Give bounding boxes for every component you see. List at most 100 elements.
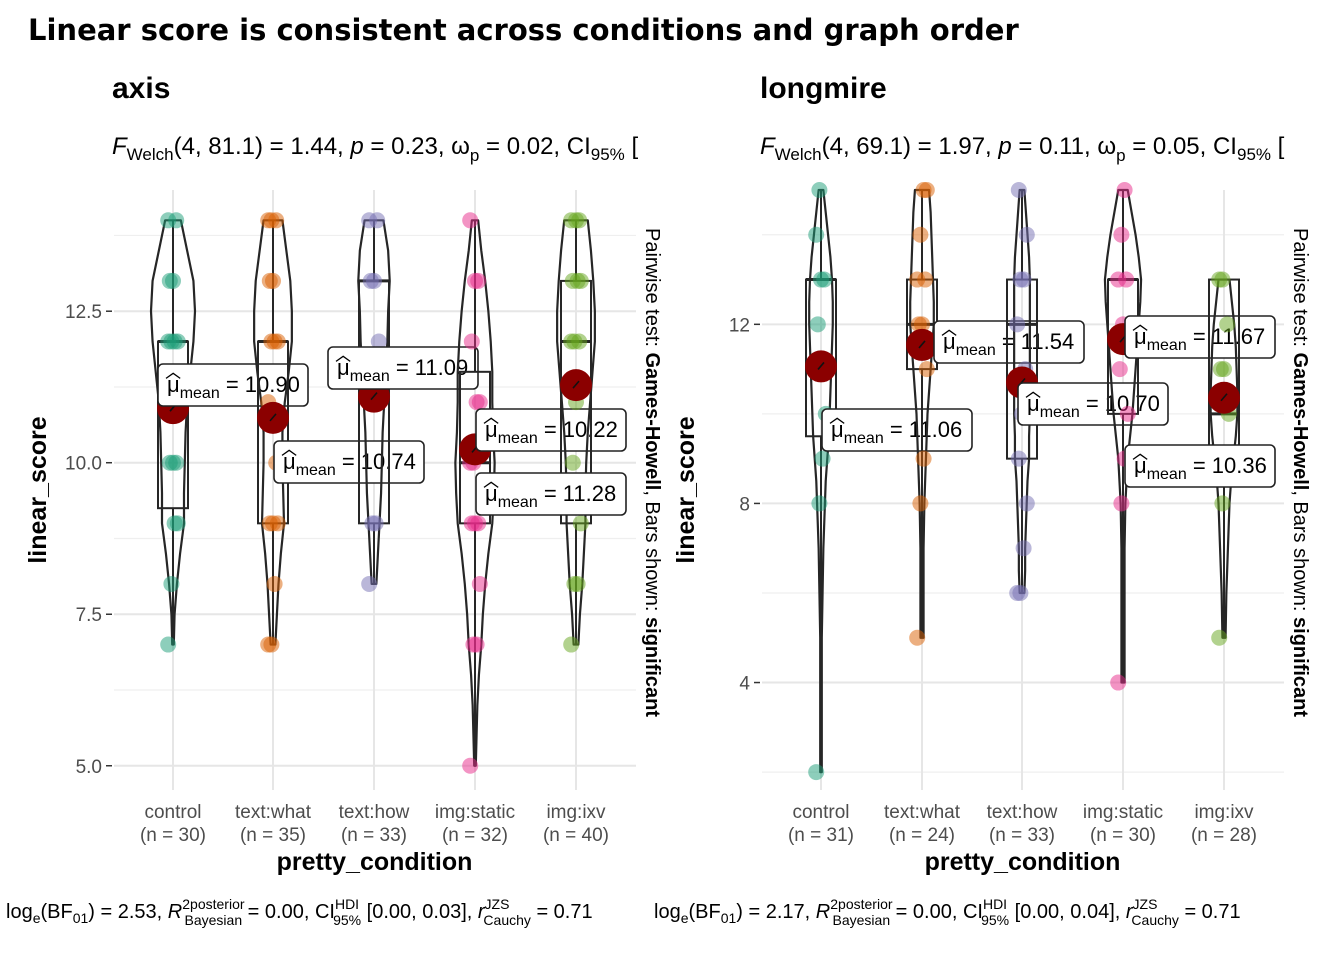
data-point: [1113, 226, 1130, 243]
mean-label: μmean = 11.09: [327, 346, 479, 390]
data-point: [563, 636, 580, 653]
data-point: [462, 212, 479, 229]
data-point: [1111, 361, 1128, 378]
stat-subtitle: FWelch(4, 81.1) = 1.44, p = 0.23, ωp = 0…: [112, 133, 638, 165]
data-point: [263, 212, 280, 229]
hat-accent: [335, 355, 351, 362]
y-tick-label: 7.5: [76, 605, 102, 626]
data-point: [361, 575, 378, 592]
data-point: [809, 316, 826, 333]
data-point: [1018, 226, 1035, 243]
mean-label-box: [821, 408, 973, 452]
mean-label-box: [1124, 444, 1276, 488]
y-tick-label: 5.0: [76, 757, 102, 778]
x-tick-label: img:static: [1083, 802, 1163, 823]
mean-label-text: μmean = 11.28: [485, 481, 616, 511]
data-point: [366, 272, 382, 289]
mean-label-text: μmean = 10.36: [1134, 453, 1267, 483]
mean-label-text: μmean = 10.70: [1027, 391, 1160, 421]
pairwise-annotation: Pairwise test: Games-Howell, Bars shown:…: [1289, 228, 1311, 717]
mean-connector: [918, 340, 926, 349]
data-point: [1009, 316, 1026, 333]
pairwise-annotation: Pairwise test: Games-Howell, Bars shown:…: [641, 228, 663, 717]
data-point: [1214, 495, 1231, 512]
data-point: [266, 575, 283, 592]
x-tick-n: (n = 33): [989, 825, 1055, 846]
data-point: [1015, 540, 1032, 557]
mean-label: μmean = 11.06: [821, 408, 973, 452]
x-tick-n: (n = 33): [341, 825, 407, 846]
data-point: [572, 515, 589, 532]
x-tick-n: (n = 31): [788, 825, 854, 846]
panel-title: axis: [112, 72, 170, 105]
mean-label: μmean = 10.36: [1124, 444, 1276, 488]
data-point: [816, 271, 833, 288]
mean-label-text: μmean = 10.74: [283, 449, 416, 479]
y-tick-label: 10.0: [65, 454, 102, 475]
x-tick-label: text:what: [235, 802, 312, 823]
data-point: [1211, 629, 1228, 646]
x-tick-label: control: [144, 802, 201, 823]
data-point: [566, 333, 583, 350]
mean-label-box: [273, 440, 425, 484]
data-point: [269, 333, 286, 350]
hat-accent: [1132, 453, 1148, 460]
mean-label-box: [1124, 315, 1276, 359]
data-point: [163, 575, 180, 592]
data-point: [808, 226, 825, 243]
bayes-caption: loge(BF01) = 2.53, R2posterior Bayesian =…: [6, 896, 593, 928]
data-point: [563, 212, 580, 229]
data-point: [1012, 584, 1029, 601]
y-axis-label: linear_score: [24, 416, 52, 563]
hat-accent: [1025, 391, 1041, 398]
data-point: [470, 272, 487, 289]
data-point: [1119, 405, 1136, 422]
x-tick-n: (n = 28): [1191, 825, 1257, 846]
data-point: [168, 454, 185, 471]
x-tick-label: img:ixv: [1194, 802, 1254, 823]
data-point: [1110, 674, 1127, 691]
mean-label: μmean = 10.22: [475, 408, 627, 452]
hat-accent: [941, 329, 957, 336]
data-point: [463, 333, 480, 350]
hat-accent: [483, 417, 499, 424]
group-img-ixv: μmean = 10.36: [1124, 271, 1276, 646]
data-point: [909, 629, 926, 646]
group-img-static: μmean = 11.67: [1103, 182, 1276, 691]
data-point: [169, 333, 186, 350]
y-tick-label: 8: [739, 494, 750, 515]
data-point: [1116, 182, 1133, 198]
x-tick-label: text:how: [987, 802, 1058, 823]
data-point: [1214, 271, 1231, 288]
data-point: [265, 515, 281, 532]
violin-shape: [909, 188, 935, 639]
x-tick-label: text:what: [884, 802, 961, 823]
x-tick-label: text:how: [339, 802, 410, 823]
mean-label-text: μmean = 10.22: [485, 417, 618, 447]
group-control: μmean = 10.90: [149, 212, 309, 653]
mean-label-box: [327, 346, 479, 390]
x-axis-label: pretty_condition: [277, 848, 473, 876]
group-control: μmean = 11.06: [805, 182, 973, 781]
y-tick-label: 12.5: [65, 302, 102, 323]
data-point: [1018, 495, 1035, 512]
figure-title: Linear score is consistent across condit…: [28, 13, 1019, 47]
group-text-how: μmean = 10.70: [1006, 182, 1169, 601]
data-point: [811, 182, 828, 198]
data-point: [1010, 450, 1027, 467]
group-text-what: μmean = 11.54: [906, 182, 1085, 646]
mean-label-text: μmean = 11.67: [1134, 324, 1265, 354]
mean-label-text: μmean = 11.54: [943, 329, 1074, 359]
panel-longmire: longmire FWelch(4, 69.1) = 1.97, p = 0.11…: [654, 72, 1311, 928]
data-point: [263, 636, 280, 653]
mean-label: μmean = 11.54: [933, 320, 1085, 364]
mean-label: μmean = 10.74: [273, 440, 425, 484]
hat-accent: [483, 481, 499, 488]
x-tick-n: (n = 32): [442, 825, 508, 846]
panel-title: longmire: [760, 72, 887, 105]
mean-connector: [269, 413, 277, 422]
group-text-what: μmean = 10.74: [253, 212, 425, 653]
x-tick-n: (n = 30): [140, 825, 206, 846]
mean-connector: [572, 380, 580, 389]
